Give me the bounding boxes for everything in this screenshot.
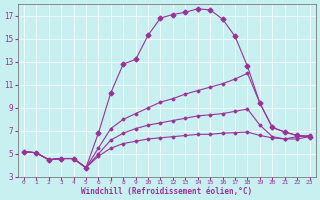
X-axis label: Windchill (Refroidissement éolien,°C): Windchill (Refroidissement éolien,°C) xyxy=(81,187,252,196)
